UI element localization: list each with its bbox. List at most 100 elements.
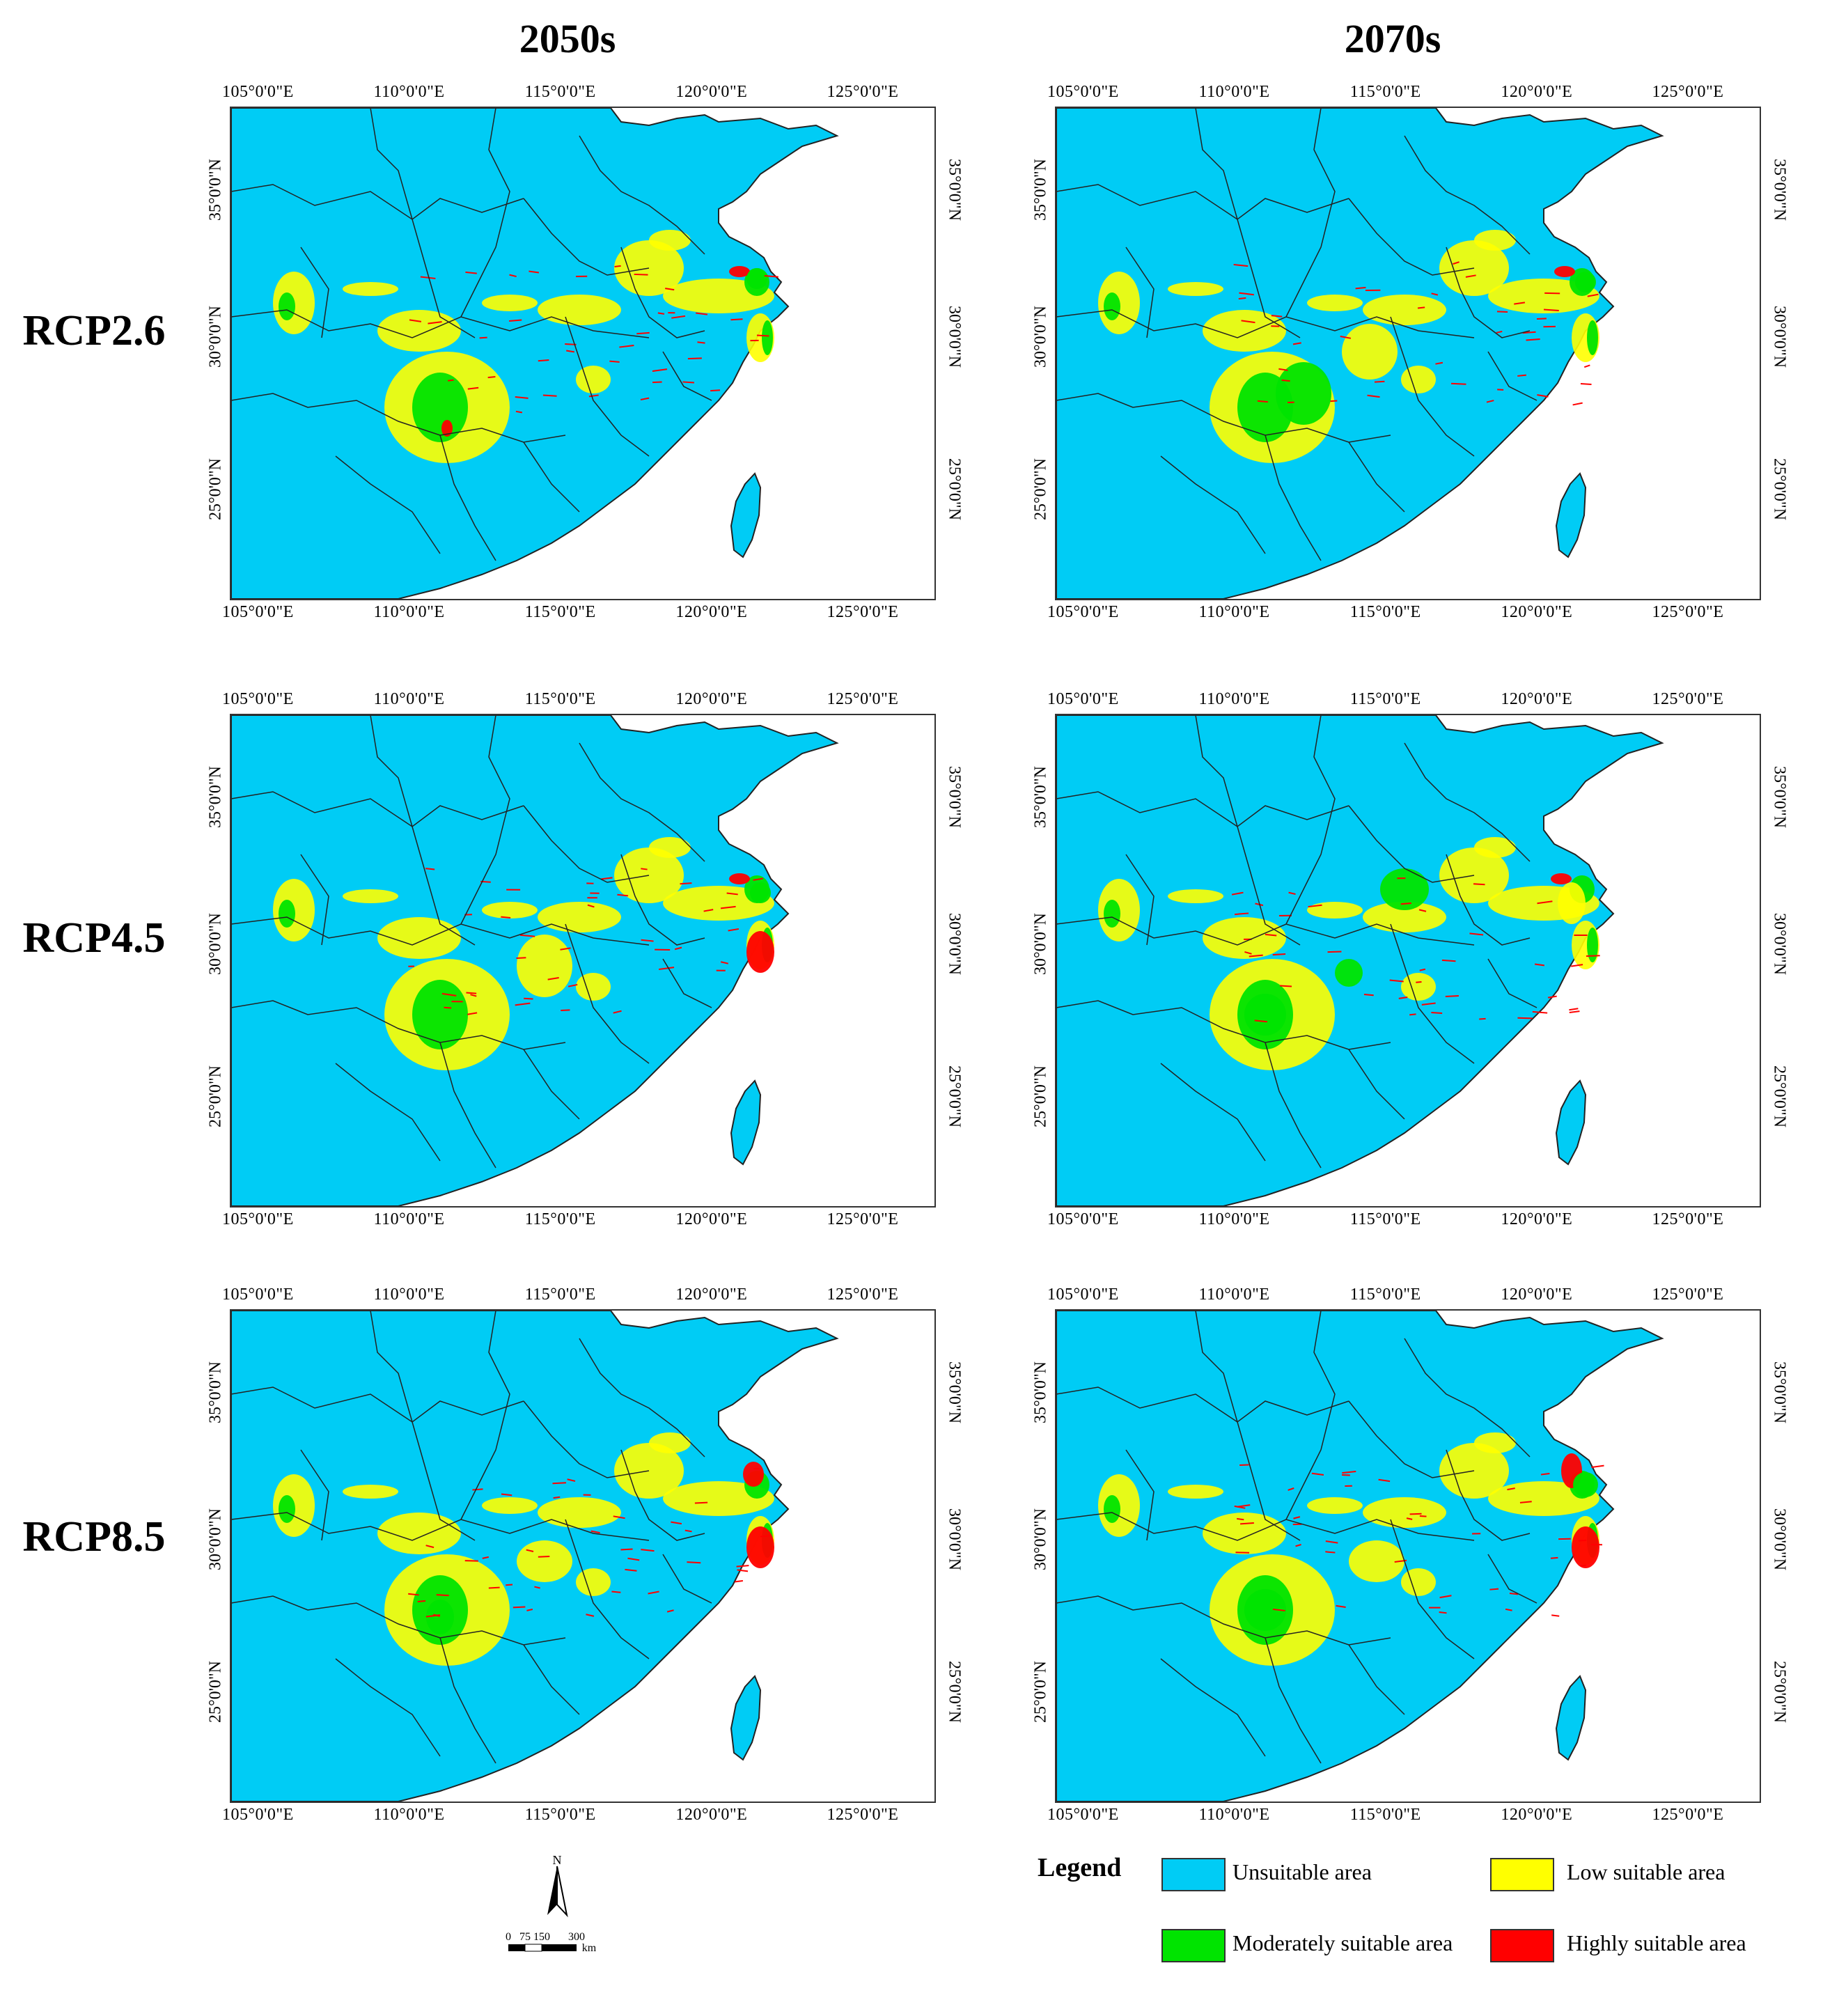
highly-suitable-streak	[1398, 997, 1408, 999]
highly-suitable-streak	[425, 1545, 435, 1549]
highly-suitable-streak	[609, 360, 620, 363]
lon-tick-bot: 120°0'0"E	[675, 603, 748, 621]
lon-tick-bot: 120°0'0"E	[1501, 1210, 1573, 1228]
column-title-2070s: 2070s	[1344, 16, 1441, 61]
lat-tick-right: 35°0'0"N	[945, 765, 964, 828]
highly-suitable-streak	[611, 1591, 621, 1593]
province-border	[523, 1400, 650, 1478]
province-border	[1195, 108, 1301, 338]
highly-suitable-streak	[728, 928, 739, 932]
province-border	[1487, 958, 1537, 1008]
province-border	[1056, 393, 1391, 443]
province-border	[231, 1386, 524, 1423]
suitability-region	[1363, 1497, 1446, 1528]
highly-suitable-streak	[1327, 951, 1342, 953]
province-border	[1390, 316, 1475, 457]
highly-suitable-streak	[1435, 361, 1443, 365]
province-border	[335, 1658, 441, 1757]
map-canvas	[1056, 108, 1664, 599]
suitability-region	[1474, 230, 1516, 251]
lat-tick-right: 25°0'0"N	[945, 1660, 964, 1723]
lat-tick-left: 35°0'0"N	[1031, 765, 1050, 828]
province-border	[1195, 715, 1301, 946]
highly-suitable-streak	[659, 967, 675, 971]
highly-suitable-streak	[1421, 1002, 1436, 1006]
map-panel-2070s-rcp45	[1055, 714, 1761, 1208]
suitability-region	[1474, 1432, 1516, 1453]
province-border	[300, 854, 329, 946]
highly-suitable-streak	[1234, 1505, 1246, 1509]
lon-tick-top: 125°0'0"E	[827, 83, 899, 101]
highly-suitable-streak	[1292, 342, 1301, 345]
highly-suitable-streak	[1465, 274, 1476, 278]
lon-tick-bot: 110°0'0"E	[373, 1210, 445, 1228]
province-border	[662, 351, 712, 401]
province-border	[1125, 247, 1155, 338]
highly-suitable-streak	[666, 1609, 674, 1613]
highly-suitable-streak	[465, 271, 477, 274]
lat-tick-left: 30°0'0"N	[206, 306, 225, 368]
suitability-region	[412, 980, 468, 1049]
lat-tick-right: 30°0'0"N	[1770, 913, 1789, 976]
province-border	[231, 184, 524, 220]
suitability-region	[576, 973, 611, 1001]
highly-suitable-streak	[509, 319, 522, 322]
province-border	[1056, 1512, 1475, 1541]
highly-suitable-streak	[1409, 1513, 1422, 1515]
suitability-region	[729, 266, 750, 277]
lon-tick-top: 105°0'0"E	[1047, 1286, 1119, 1304]
highly-suitable-streak	[534, 1586, 540, 1589]
lon-tick-bot: 120°0'0"E	[675, 1210, 748, 1228]
lon-tick-top: 120°0'0"E	[1501, 690, 1573, 708]
highly-suitable-streak	[428, 321, 442, 325]
suitability-region	[1554, 266, 1575, 277]
province-border	[1285, 108, 1336, 318]
province-border	[1390, 923, 1475, 1064]
suitability-region	[1307, 902, 1363, 919]
lon-tick-top: 105°0'0"E	[1047, 83, 1119, 101]
lat-tick-right: 25°0'0"N	[1770, 1660, 1789, 1723]
map-panel-2050s-rcp85	[230, 1309, 936, 1803]
province-border	[1348, 805, 1475, 883]
lon-tick-bot: 125°0'0"E	[827, 1210, 899, 1228]
province-border	[231, 393, 566, 443]
lat-tick-left: 30°0'0"N	[1031, 306, 1050, 368]
map-panel-2050s-rcp26	[230, 107, 936, 600]
province-border	[523, 805, 650, 883]
highly-suitable-streak	[1544, 292, 1560, 295]
lon-tick-bot: 105°0'0"E	[1047, 603, 1119, 621]
highly-suitable-streak	[1416, 980, 1422, 983]
suitability-region	[1558, 882, 1586, 924]
highly-suitable-streak	[671, 315, 686, 319]
highly-suitable-streak	[519, 934, 535, 937]
column-title-2050s: 2050s	[519, 16, 616, 61]
province-border	[1056, 916, 1475, 946]
highly-suitable-streak	[680, 882, 692, 885]
highly-suitable-streak	[1419, 968, 1426, 971]
map-canvas	[1056, 1311, 1664, 1802]
highly-suitable-streak	[1587, 293, 1599, 297]
province-border	[579, 742, 705, 862]
province-border	[1348, 442, 1405, 513]
legend-swatch-moderate	[1161, 1929, 1226, 1962]
province-border	[1446, 247, 1531, 338]
province-border	[231, 791, 524, 827]
highly-suitable-streak	[567, 1478, 576, 1482]
suitability-region	[1401, 366, 1436, 393]
highly-suitable-streak	[1551, 1614, 1560, 1617]
province-border	[300, 247, 329, 338]
lon-tick-top: 120°0'0"E	[675, 690, 748, 708]
suitability-region	[279, 900, 295, 928]
legend-label-high: Highly suitable area	[1567, 1930, 1746, 1955]
province-border	[1056, 184, 1349, 220]
lat-tick-right: 35°0'0"N	[945, 158, 964, 221]
highly-suitable-streak	[553, 1496, 561, 1499]
suitability-region	[1203, 1513, 1286, 1554]
lon-tick-bot: 110°0'0"E	[1198, 603, 1270, 621]
highly-suitable-streak	[1293, 1516, 1301, 1519]
lat-tick-right: 30°0'0"N	[1770, 1508, 1789, 1571]
highly-suitable-streak	[441, 992, 457, 997]
lat-tick-left: 35°0'0"N	[206, 1361, 225, 1423]
map-panel-2070s-rcp26	[1055, 107, 1761, 600]
highly-suitable-streak	[506, 1584, 513, 1586]
